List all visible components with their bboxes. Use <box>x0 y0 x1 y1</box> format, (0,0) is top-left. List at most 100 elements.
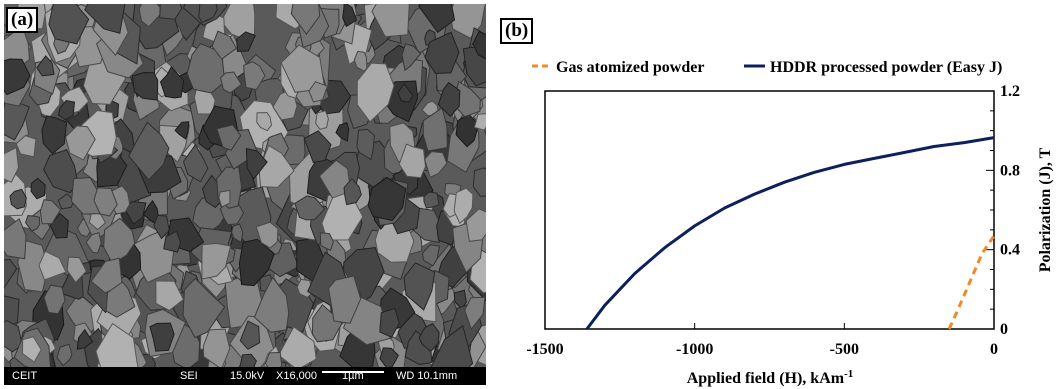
sem-grain <box>4 295 20 330</box>
sem-grain <box>182 143 209 183</box>
sem-org: CEIT <box>12 370 38 382</box>
sem-grain <box>397 83 414 103</box>
sem-grain <box>76 328 94 350</box>
sem-grain <box>418 4 456 34</box>
sem-grain <box>424 31 460 74</box>
x-tick-label: -1500 <box>526 341 563 358</box>
sem-grain <box>424 151 448 178</box>
sem-grain <box>245 147 268 180</box>
sem-grain <box>21 336 42 363</box>
series-line-gas-atomized <box>947 234 996 330</box>
sem-grain <box>231 223 244 244</box>
y-tick-label: 0 <box>1000 321 1008 338</box>
sem-grain <box>423 191 440 209</box>
sem-voltage: 15.0kV <box>230 370 265 382</box>
sem-scale-bar <box>322 371 384 373</box>
sem-grain <box>453 187 474 225</box>
sem-grain <box>294 195 326 221</box>
sem-grain <box>356 128 375 161</box>
sem-grain <box>328 275 362 324</box>
sem-grain <box>398 143 427 179</box>
sem-grain <box>95 322 139 367</box>
sem-grain <box>437 81 461 118</box>
sem-grain <box>103 217 136 265</box>
sem-grain <box>9 188 27 210</box>
sem-grain <box>25 215 40 232</box>
sem-grain <box>277 326 317 367</box>
sem-grain <box>66 256 87 284</box>
sem-grain <box>379 347 400 367</box>
sem-grain <box>472 30 486 60</box>
x-tick-label: -500 <box>830 341 859 358</box>
sem-grain <box>243 61 266 91</box>
sem-grain <box>308 81 328 103</box>
series-line-hddr <box>585 136 995 330</box>
sem-info-bar: CEIT SEI 15.0kV X16,000 1µm WD 10.1mm <box>4 367 486 385</box>
sem-grain <box>105 281 136 318</box>
sem-grain <box>153 214 170 240</box>
sem-grain <box>88 210 107 231</box>
sem-grain <box>43 148 79 194</box>
sem-grain <box>131 71 159 101</box>
panel-a-label: (a) <box>6 7 39 33</box>
sem-grain <box>36 55 55 77</box>
sem-grain <box>239 320 261 350</box>
sem-grain <box>430 324 474 367</box>
sem-grain <box>65 125 96 161</box>
sem-grain <box>311 303 343 343</box>
y-axis-label: Polarization (J), T <box>1037 147 1054 272</box>
sem-grain <box>174 121 190 140</box>
sem-grain <box>155 280 185 311</box>
sem-grain <box>4 98 30 141</box>
sem-grain <box>303 130 332 163</box>
panel-b-label: (b) <box>500 18 534 44</box>
sem-grain <box>57 99 76 121</box>
sem-grain <box>39 199 62 225</box>
sem-grain <box>43 284 66 315</box>
sem-grain <box>290 4 321 36</box>
x-tick-label: 0 <box>990 341 998 358</box>
sem-grain <box>128 121 170 181</box>
sem-grain <box>142 199 160 225</box>
sem-grain <box>465 208 486 242</box>
sem-grain <box>15 135 37 158</box>
sem-grain <box>85 231 102 254</box>
y-tick-label: 0.8 <box>1000 162 1020 179</box>
sem-grain <box>48 4 90 45</box>
sem-grain <box>159 4 183 20</box>
legend: Gas atomized powder HDDR processed powde… <box>532 59 1002 76</box>
axis-ticks: -1500 -1000 -500 00 0.4 0.8 1.2 <box>526 83 1020 358</box>
sem-grain <box>93 187 118 217</box>
sem-grain <box>4 146 20 183</box>
sem-mode: SEI <box>180 370 198 382</box>
sem-grain <box>239 353 257 367</box>
sem-grain <box>367 176 407 221</box>
legend-label-gas-atomized: Gas atomized powder <box>556 59 704 76</box>
sem-grain <box>218 189 231 208</box>
sem-grain <box>220 4 256 40</box>
x-axis-label: Applied field (H), kAm-1 <box>687 368 854 387</box>
sem-grain <box>182 277 226 339</box>
sem-grain <box>219 202 245 226</box>
sem-grain <box>473 113 486 131</box>
sem-grain <box>30 177 46 200</box>
y-tick-label: 0.4 <box>1000 242 1020 259</box>
sem-grain <box>198 4 218 24</box>
sem-grain <box>202 328 231 367</box>
sem-working-distance: WD 10.1mm <box>396 370 458 382</box>
sem-grain <box>335 121 350 142</box>
sem-scale-label: 1µm <box>342 370 364 382</box>
sem-grain <box>159 66 185 99</box>
sem-grain <box>4 258 18 289</box>
sem-grain <box>56 343 73 367</box>
sem-grain <box>219 71 243 94</box>
sem-grain <box>280 44 326 93</box>
sem-grain <box>403 262 436 311</box>
sem-magnification: X16,000 <box>276 370 317 382</box>
sem-grain <box>41 115 68 155</box>
plot-area-frame <box>544 90 995 330</box>
sem-grain-texture <box>4 4 486 367</box>
series-layer <box>585 136 996 330</box>
y-tick-label: 1.2 <box>1000 83 1020 100</box>
